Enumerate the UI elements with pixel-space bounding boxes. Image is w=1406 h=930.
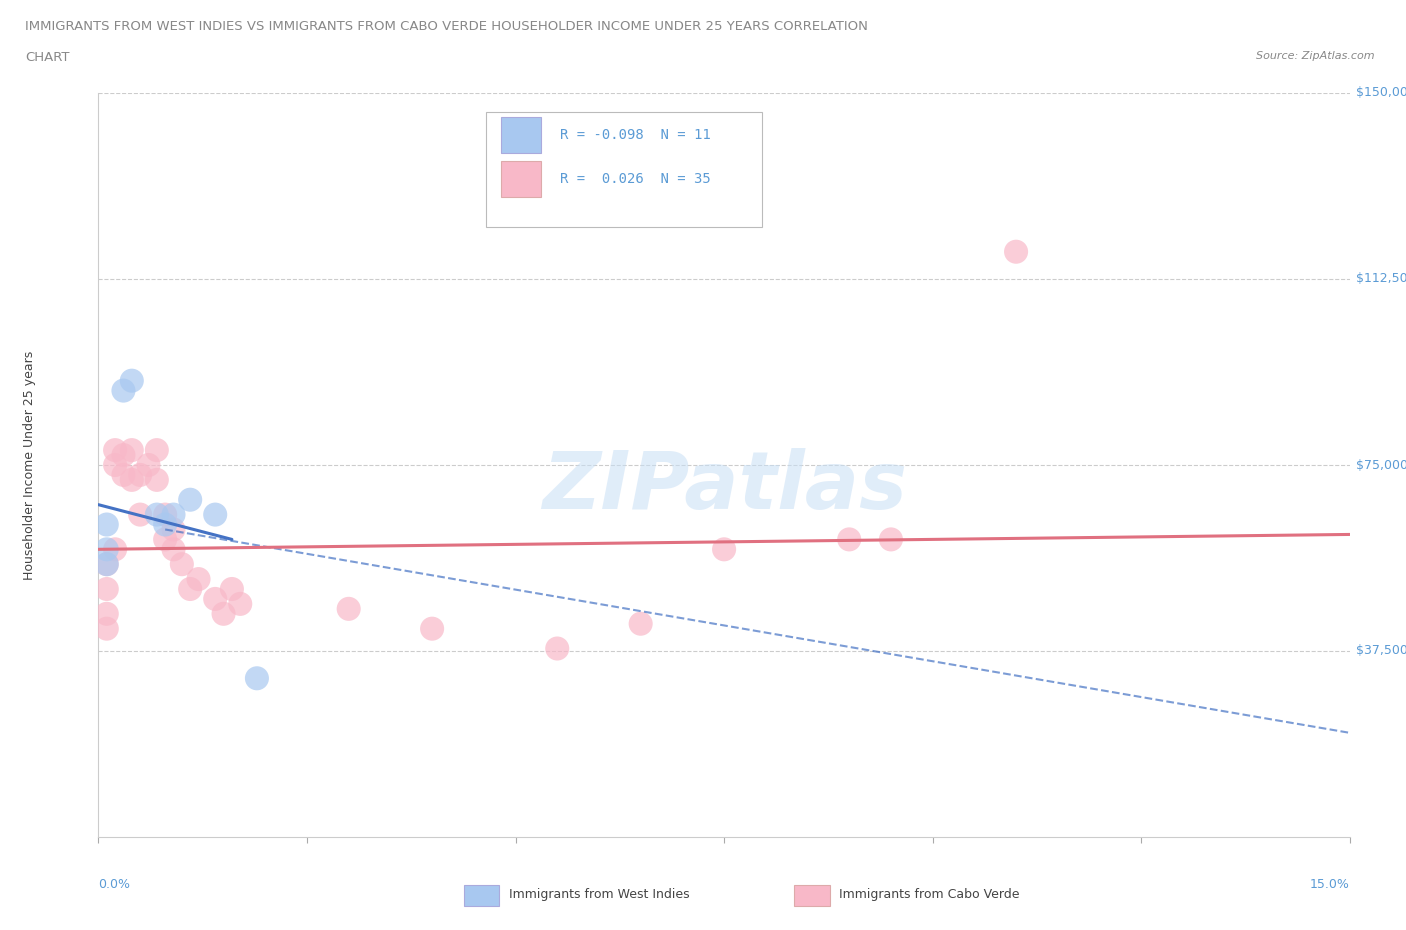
Point	[96, 606, 118, 621]
Point	[204, 591, 226, 606]
Point	[96, 542, 118, 557]
Point	[121, 472, 143, 487]
Text: R = -0.098  N = 11: R = -0.098 N = 11	[560, 127, 711, 141]
Point	[146, 472, 169, 487]
Text: Immigrants from Cabo Verde: Immigrants from Cabo Verde	[839, 888, 1019, 901]
Point	[229, 596, 252, 611]
Text: Householder Income Under 25 years: Householder Income Under 25 years	[22, 351, 37, 579]
Point	[112, 383, 135, 398]
Text: $150,000: $150,000	[1355, 86, 1406, 100]
Point	[170, 557, 193, 572]
Point	[104, 458, 127, 472]
Point	[713, 542, 735, 557]
Point	[204, 507, 226, 522]
Point	[96, 517, 118, 532]
Text: $37,500: $37,500	[1355, 644, 1406, 658]
Point	[179, 581, 201, 596]
Text: Source: ZipAtlas.com: Source: ZipAtlas.com	[1257, 51, 1375, 61]
Point	[546, 641, 568, 656]
Text: R =  0.026  N = 35: R = 0.026 N = 35	[560, 172, 711, 186]
Point	[162, 542, 184, 557]
Point	[187, 572, 209, 587]
Text: ZIPatlas: ZIPatlas	[541, 448, 907, 526]
Point	[146, 443, 169, 458]
Text: CHART: CHART	[25, 51, 70, 64]
Point	[162, 522, 184, 537]
Text: IMMIGRANTS FROM WEST INDIES VS IMMIGRANTS FROM CABO VERDE HOUSEHOLDER INCOME UND: IMMIGRANTS FROM WEST INDIES VS IMMIGRANT…	[25, 20, 868, 33]
Point	[246, 671, 269, 685]
Point	[153, 507, 176, 522]
Point	[121, 443, 143, 458]
Point	[221, 581, 243, 596]
Point	[1005, 245, 1028, 259]
Point	[112, 447, 135, 462]
Text: Immigrants from West Indies: Immigrants from West Indies	[509, 888, 689, 901]
Point	[162, 507, 184, 522]
Point	[138, 458, 160, 472]
FancyBboxPatch shape	[486, 112, 762, 227]
Text: 15.0%: 15.0%	[1310, 878, 1350, 891]
Point	[96, 557, 118, 572]
Point	[121, 373, 143, 388]
Point	[337, 602, 360, 617]
Point	[96, 557, 118, 572]
Text: 0.0%: 0.0%	[98, 878, 131, 891]
Point	[129, 507, 152, 522]
Point	[838, 532, 860, 547]
Point	[420, 621, 443, 636]
Point	[112, 468, 135, 483]
Text: $112,500: $112,500	[1355, 272, 1406, 286]
Point	[104, 443, 127, 458]
Point	[146, 507, 169, 522]
Point	[96, 581, 118, 596]
FancyBboxPatch shape	[502, 117, 541, 153]
FancyBboxPatch shape	[502, 162, 541, 197]
Point	[630, 617, 652, 631]
Point	[104, 542, 127, 557]
Point	[129, 468, 152, 483]
Point	[179, 492, 201, 507]
Point	[96, 621, 118, 636]
Text: $75,000: $75,000	[1355, 458, 1406, 472]
Point	[212, 606, 235, 621]
Point	[880, 532, 903, 547]
Point	[153, 517, 176, 532]
Point	[153, 532, 176, 547]
